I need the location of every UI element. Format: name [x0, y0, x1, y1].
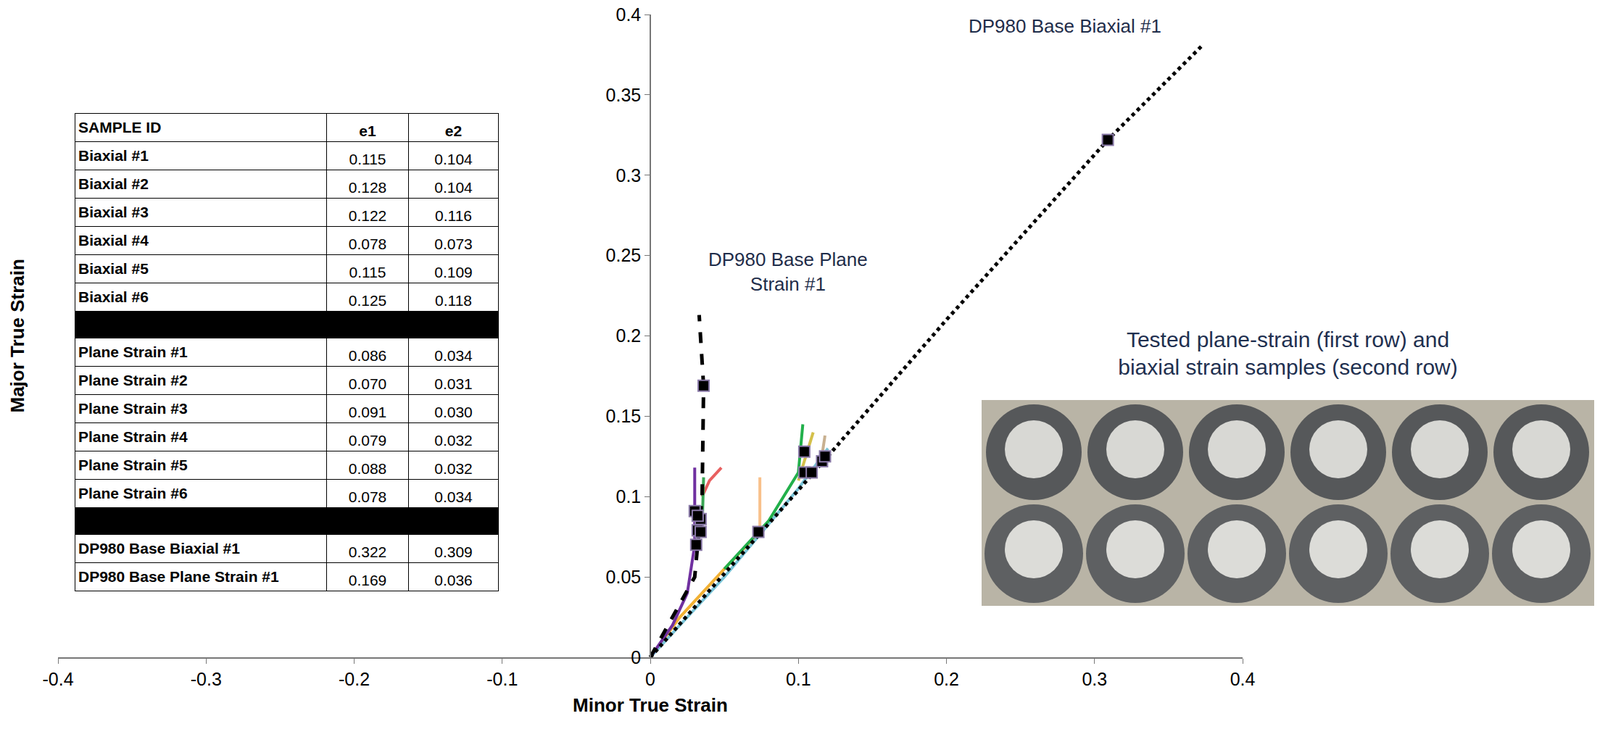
html-text:0.115: 0.115 [349, 150, 387, 168]
svg-text:0.25: 0.25 [606, 245, 642, 266]
html-text:0.104: 0.104 [434, 150, 473, 168]
html-text:0.169: 0.169 [348, 571, 387, 589]
html-text:0.031: 0.031 [434, 375, 473, 393]
html-text:0.115: 0.115 [349, 263, 387, 281]
svg-text:0.2: 0.2 [615, 325, 641, 346]
svg-text:-0.1: -0.1 [486, 669, 518, 690]
html-text:Plane Strain #4: Plane Strain #4 [78, 428, 188, 446]
html-text:0.122: 0.122 [348, 207, 387, 225]
svg-text:0.3: 0.3 [615, 165, 641, 186]
html-text:Plane Strain #2: Plane Strain #2 [78, 371, 188, 389]
html-text:0.034: 0.034 [434, 488, 473, 506]
svg-text:Minor True Strain: Minor True Strain [572, 694, 728, 717]
html-text:0.118: 0.118 [434, 292, 472, 309]
svg-text:0: 0 [630, 647, 641, 668]
html-text:0.032: 0.032 [434, 432, 473, 449]
html-text:Biaxial #4: Biaxial #4 [78, 231, 149, 249]
html-text:Plane Strain #1: Plane Strain #1 [78, 343, 188, 361]
html-text:0.109: 0.109 [434, 263, 473, 281]
svg-text:DP980 Base Biaxial #1: DP980 Base Biaxial #1 [968, 15, 1162, 37]
svg-text:0.15: 0.15 [606, 405, 642, 427]
svg-text:-0.2: -0.2 [338, 669, 370, 690]
html-text:Biaxial #5: Biaxial #5 [78, 260, 149, 277]
html-text:0.032: 0.032 [434, 460, 473, 478]
html-text:0.086: 0.086 [348, 347, 387, 364]
html-text:e1: e1 [359, 122, 377, 140]
html-text:0.309: 0.309 [434, 543, 473, 561]
html-text:Tested plane-strain (first row: Tested plane-strain (first row) and [1126, 327, 1450, 352]
html-text:e2: e2 [444, 122, 462, 140]
html-text:0.073: 0.073 [434, 235, 473, 253]
html-text:0.091: 0.091 [348, 403, 387, 421]
html-text:0.088: 0.088 [348, 460, 387, 478]
html-text:Biaxial #3: Biaxial #3 [78, 203, 149, 221]
html-text:Biaxial #6: Biaxial #6 [78, 288, 149, 306]
svg-text:0.3: 0.3 [1081, 669, 1108, 690]
html-text:0.125: 0.125 [348, 292, 387, 309]
html-text:0.079: 0.079 [348, 432, 387, 449]
svg-text:0: 0 [645, 669, 656, 690]
html-text:Plane Strain #5: Plane Strain #5 [78, 456, 188, 474]
svg-text:DP980 Base PlaneStrain #1: DP980 Base PlaneStrain #1 [708, 248, 868, 296]
html-text:DP980 Base Plane Strain #1: DP980 Base Plane Strain #1 [78, 568, 279, 586]
html-text:0.078: 0.078 [348, 488, 387, 506]
html-text:0.322: 0.322 [348, 543, 387, 561]
html-text:DP980 Base Biaxial #1: DP980 Base Biaxial #1 [78, 540, 240, 557]
svg-text:0.4: 0.4 [615, 4, 641, 25]
svg-text:-0.4: -0.4 [42, 669, 74, 690]
svg-text:0.1: 0.1 [615, 486, 641, 507]
html-text:Plane Strain #3: Plane Strain #3 [78, 400, 188, 417]
html-text:0.030: 0.030 [434, 403, 473, 421]
svg-text:0.35: 0.35 [606, 84, 642, 106]
html-text:SAMPLE ID: SAMPLE ID [78, 118, 162, 136]
svg-text:0.4: 0.4 [1230, 669, 1256, 690]
html-text:Biaxial #2: Biaxial #2 [78, 175, 149, 193]
html-text:biaxial strain samples (second: biaxial strain samples (second row) [1118, 355, 1458, 380]
html-text:Biaxial #1: Biaxial #1 [78, 147, 149, 164]
svg-text:Major True Strain: Major True Strain [6, 258, 29, 413]
html-text:0.034: 0.034 [434, 347, 473, 364]
svg-text:0.05: 0.05 [606, 566, 642, 588]
svg-text:-0.3: -0.3 [190, 669, 222, 690]
svg-text:0.1: 0.1 [785, 669, 812, 690]
html-text:Plane Strain #6: Plane Strain #6 [78, 485, 188, 502]
html-text:0.036: 0.036 [434, 571, 473, 589]
html-text:0.128: 0.128 [348, 179, 387, 196]
html-text:0.070: 0.070 [348, 375, 387, 393]
html-text:0.104: 0.104 [434, 179, 473, 196]
html-text:0.116: 0.116 [434, 207, 472, 225]
svg-text:0.2: 0.2 [933, 669, 960, 690]
html-text:0.078: 0.078 [348, 235, 387, 253]
